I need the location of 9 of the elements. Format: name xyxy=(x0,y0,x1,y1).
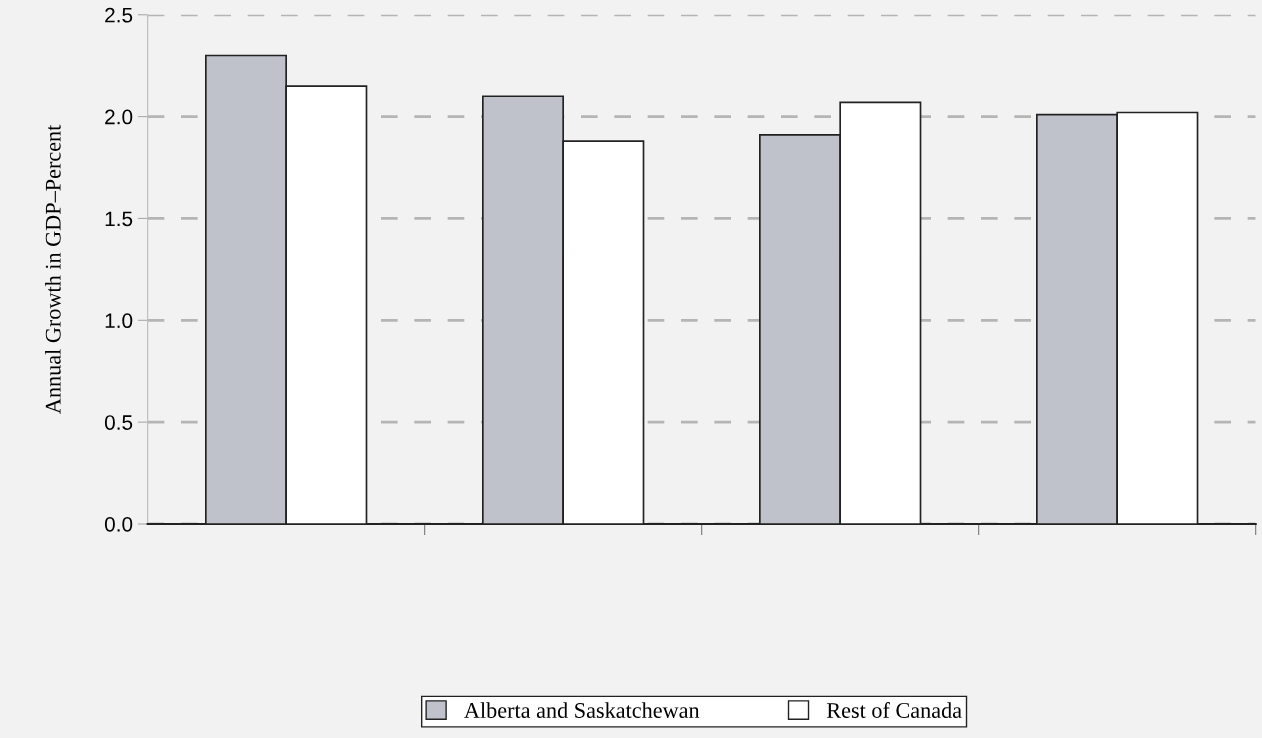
legend-label: Alberta and Saskatchewan xyxy=(464,702,700,718)
y-tick-label: 1.0 xyxy=(105,313,133,329)
y-tick-label: 2.5 xyxy=(105,7,133,23)
y-tick-label: 1.5 xyxy=(105,211,133,227)
y-tick-label: 0.5 xyxy=(104,415,133,430)
legend-label: Rest of Canada xyxy=(826,702,962,718)
y-axis-title: Annual Growth in GDP–Percent xyxy=(45,124,61,414)
y-tick-label: 0.0 xyxy=(104,516,133,532)
y-tick-label: 2.0 xyxy=(105,109,133,125)
